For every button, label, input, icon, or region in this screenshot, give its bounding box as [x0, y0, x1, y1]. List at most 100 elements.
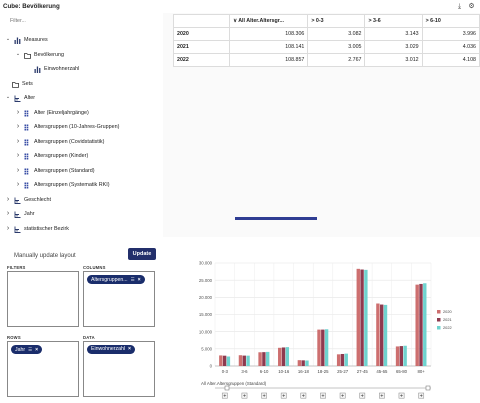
- columns-label: COLUMNS: [83, 265, 106, 270]
- chart-area: 0 5.000 10.000 15.000 20.000 25.000 30.000 0-3 +…: [163, 240, 480, 401]
- download-icon[interactable]: ⤓: [457, 3, 462, 10]
- tree-item-label: Altersgruppen (Standard): [34, 167, 95, 174]
- chevron-right-icon[interactable]: ›: [16, 181, 20, 188]
- pivot-grid-area: ∨ All Alter.Altersgr... > 0-3 > 3-6 > 6-…: [163, 13, 480, 237]
- tree-item-label: Alter (Einzeljahrgänge): [34, 109, 89, 116]
- bar: [399, 346, 404, 366]
- remove-icon[interactable]: ×: [137, 277, 141, 283]
- hierarchy-icon: [24, 153, 31, 160]
- chevron-down-icon[interactable]: ⌄: [5, 36, 11, 42]
- bar: [258, 352, 262, 366]
- bar: [246, 355, 250, 366]
- sort-icon[interactable]: ☰: [28, 347, 33, 352]
- tree-item-label: Measures: [24, 37, 48, 43]
- data-chip[interactable]: Einwohnerzahl ×: [87, 345, 136, 354]
- bar: [380, 304, 384, 366]
- chevron-down-icon[interactable]: ⌄: [15, 50, 21, 57]
- tree-item-label: Altersgruppen (Systematik RKI): [34, 182, 110, 188]
- horizontal-scrollbar[interactable]: [235, 217, 317, 220]
- table-cell: 4.108: [421, 53, 480, 67]
- data-dropzone[interactable]: Einwohnerzahl ×: [83, 341, 155, 397]
- table-row: 2021 108.141 3.005 3.029 4.036: [172, 40, 480, 54]
- y-tick-label: 15.000: [199, 312, 213, 317]
- sort-icon[interactable]: ☰: [130, 277, 135, 282]
- bar: [356, 268, 360, 366]
- gear-icon[interactable]: ⚙: [468, 3, 475, 10]
- chevron-right-icon[interactable]: ›: [6, 224, 10, 232]
- y-tick-label: 20.000: [199, 295, 213, 300]
- row-header[interactable]: 2020: [172, 27, 231, 41]
- range-slider-handle: [224, 385, 230, 391]
- corner-cell: [172, 14, 231, 28]
- bar: [285, 347, 290, 366]
- x-tick-label: 27-45: [357, 369, 369, 374]
- expand-button: [418, 392, 425, 399]
- legend-swatch: [437, 318, 441, 322]
- legend-label: 2021: [443, 317, 452, 322]
- tree-item-label: Sets: [22, 80, 33, 87]
- row-header[interactable]: 2022: [172, 53, 231, 67]
- expand-button: [379, 392, 385, 399]
- x-tick-label: 10-16: [278, 369, 290, 374]
- bar: [305, 360, 309, 366]
- dimension-icon: [14, 226, 21, 233]
- expand-button: [300, 392, 307, 399]
- column-header[interactable]: > 3-6: [364, 14, 423, 28]
- chevron-down-icon[interactable]: ⌄: [5, 94, 11, 100]
- column-header[interactable]: > 0-3: [307, 14, 366, 28]
- columns-chip-label: Altersgruppen...: [91, 277, 128, 283]
- bar: [376, 303, 380, 366]
- layout-panel-title: Manually update layout: [14, 253, 76, 259]
- column-header[interactable]: ∨ All Alter.Altersgr...: [229, 14, 309, 28]
- legend-swatch: [437, 326, 441, 330]
- bar: [321, 329, 325, 366]
- chevron-right-icon[interactable]: ›: [16, 123, 20, 130]
- hierarchy-icon: [24, 110, 31, 117]
- bar: [383, 304, 388, 366]
- filter-input[interactable]: [6, 16, 164, 25]
- y-tick-label: 10.000: [199, 329, 213, 334]
- rows-dropzone[interactable]: Jahr ☰ ×: [7, 341, 79, 397]
- chevron-right-icon[interactable]: ›: [16, 166, 20, 174]
- chevron-right-icon[interactable]: ›: [16, 152, 20, 159]
- columns-chip[interactable]: Altersgruppen... ☰ ×: [87, 275, 145, 284]
- chevron-right-icon[interactable]: ›: [6, 210, 10, 217]
- bar: [360, 269, 364, 366]
- tree-item-label: Altersgruppen (Kinder): [34, 153, 89, 159]
- bar-chart: 0 5.000 10.000 15.000 20.000 25.000 30.000 0-3 +…: [199, 261, 453, 400]
- columns-dropzone[interactable]: Altersgruppen... ☰ ×: [83, 271, 155, 327]
- dimension-icon: [14, 197, 21, 204]
- bar: [281, 347, 286, 366]
- hierarchy-icon: [24, 168, 31, 175]
- x-tick-label: 16-18: [298, 369, 310, 374]
- bar: [419, 283, 423, 366]
- bar: [415, 284, 419, 366]
- table-cell: 4.036: [421, 40, 480, 54]
- update-button[interactable]: Update: [128, 248, 156, 260]
- table-cell: 3.005: [307, 40, 366, 54]
- remove-icon[interactable]: ×: [128, 346, 132, 352]
- dimension-icon: [14, 211, 21, 218]
- legend-label: 2020: [443, 309, 452, 314]
- y-tick-label: 30.000: [199, 261, 213, 266]
- remove-icon[interactable]: ×: [35, 347, 39, 353]
- rows-chip[interactable]: Jahr ☰ ×: [11, 345, 43, 354]
- bar: [324, 329, 329, 366]
- data-label: DATA: [83, 335, 95, 340]
- folder-icon: [12, 81, 19, 88]
- table-cell: 3.143: [364, 27, 423, 41]
- x-tick-label: 3-6: [241, 369, 248, 374]
- chevron-right-icon[interactable]: ›: [16, 108, 20, 116]
- plus-icon: +: [282, 393, 285, 399]
- bar: [301, 360, 305, 366]
- chevron-right-icon[interactable]: ›: [16, 137, 20, 145]
- chevron-right-icon[interactable]: ›: [6, 195, 10, 203]
- dimension-icon: [14, 95, 21, 102]
- row-header[interactable]: 2021: [172, 40, 231, 54]
- x-tick-label: 80+: [418, 369, 426, 374]
- column-header[interactable]: > 6-10: [421, 14, 480, 28]
- folder-icon: [24, 52, 31, 59]
- pivot-table: ∨ All Alter.Altersgr... > 0-3 > 3-6 > 6-…: [172, 14, 480, 67]
- measures-icon: [14, 37, 21, 44]
- filters-dropzone[interactable]: [7, 271, 79, 327]
